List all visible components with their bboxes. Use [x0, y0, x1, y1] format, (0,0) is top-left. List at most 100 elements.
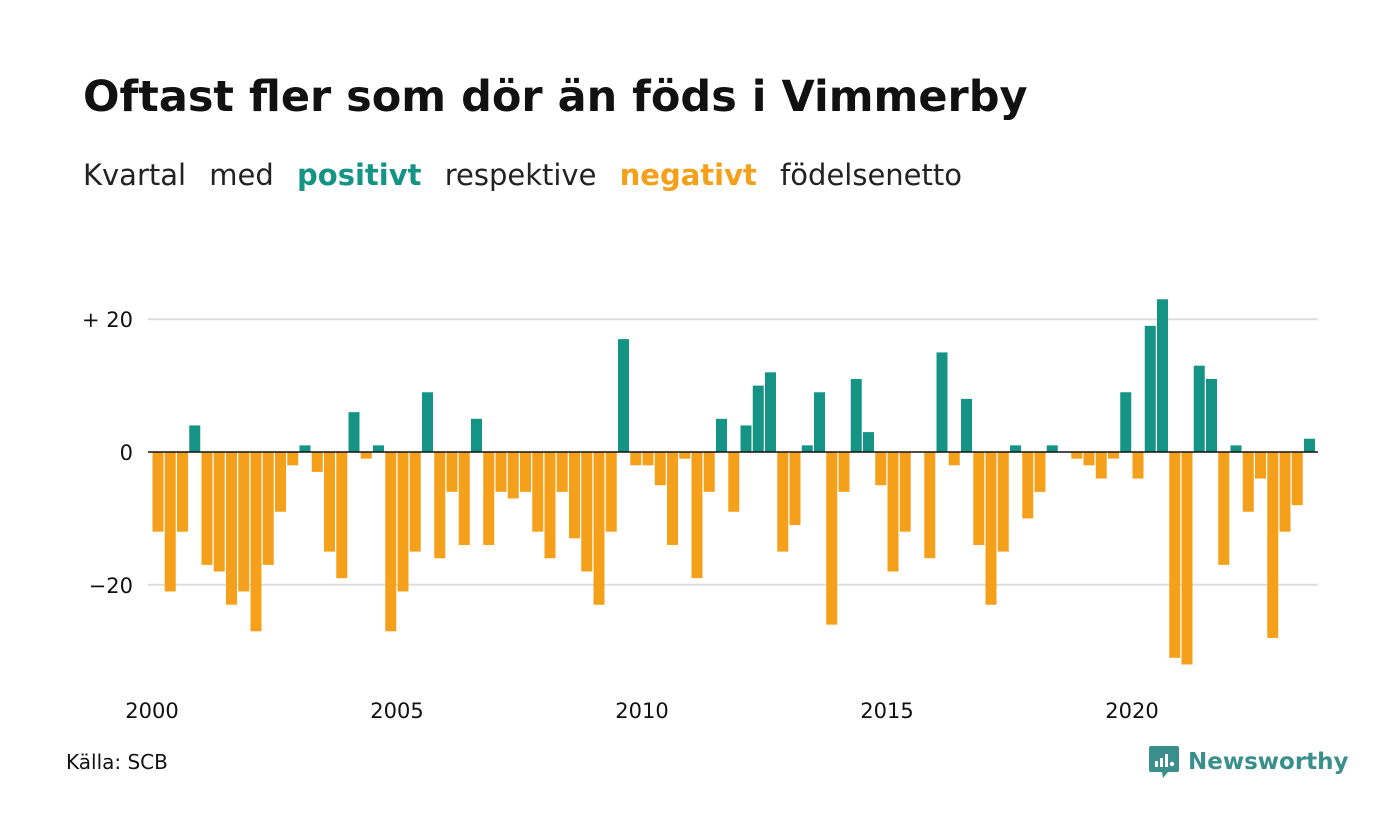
bar [801, 445, 813, 452]
chart-title: Oftast fler som dör än föds i Vimmerby [83, 72, 1028, 122]
bar [1242, 452, 1254, 512]
bar [875, 452, 887, 486]
bar [287, 452, 299, 466]
bar [1255, 452, 1266, 479]
y-tick-label: 0 [120, 441, 133, 465]
bar [458, 452, 470, 545]
bar [422, 392, 433, 452]
bar [863, 432, 874, 452]
bar [348, 412, 360, 452]
subtitle-word: respektive [444, 158, 597, 192]
bar [299, 445, 311, 452]
bar [1206, 378, 1217, 452]
x-tick-label: 2015 [860, 699, 913, 723]
brand-name: Newsworthy [1188, 749, 1349, 775]
bar [544, 452, 556, 559]
bar [765, 372, 776, 452]
bar [850, 378, 862, 452]
subtitle-word: med [209, 158, 274, 192]
source-note: Källa: SCB [66, 750, 168, 774]
bar [569, 452, 580, 539]
bar [311, 452, 323, 472]
bar [336, 452, 348, 579]
bar [814, 392, 825, 452]
bar [899, 452, 911, 532]
bar [238, 452, 250, 592]
bar [973, 452, 985, 545]
chart-subtitle: Kvartal med positivt respektive negativt… [83, 158, 976, 192]
bar [997, 452, 1009, 552]
bar [948, 452, 960, 466]
bar [654, 452, 666, 486]
bar [250, 452, 262, 632]
bar [838, 452, 850, 492]
bar [483, 452, 495, 545]
bar [532, 452, 544, 532]
bar [1304, 438, 1315, 452]
bar [471, 418, 482, 452]
bar [740, 425, 752, 452]
bar [360, 452, 372, 459]
bar [1230, 445, 1242, 452]
subtitle-word: Kvartal [83, 158, 187, 192]
bar [1157, 299, 1168, 452]
x-tick-label: 2005 [370, 699, 423, 723]
bar [593, 452, 605, 605]
bar [152, 452, 164, 532]
bar [1181, 452, 1193, 665]
bar [728, 452, 740, 512]
bar [1169, 452, 1181, 658]
bar [1095, 452, 1107, 479]
bar [826, 452, 838, 625]
subtitle-negative-label: negativt [619, 158, 757, 192]
bar [409, 452, 421, 552]
y-tick-label: + 20 [82, 308, 133, 332]
bar [924, 452, 936, 559]
bar [189, 425, 201, 452]
bar [556, 452, 568, 492]
brand-logo: Newsworthy [1148, 742, 1349, 782]
bar [507, 452, 519, 499]
bar [679, 452, 691, 459]
bar [324, 452, 335, 552]
bar [936, 352, 948, 452]
bar [1083, 452, 1095, 466]
bar [1218, 452, 1230, 565]
bar [605, 452, 617, 532]
bar [618, 339, 629, 452]
x-tick-label: 2010 [615, 699, 668, 723]
bar [961, 398, 972, 452]
bar [667, 452, 678, 545]
bar [495, 452, 507, 492]
bar [177, 452, 188, 532]
bar [777, 452, 789, 552]
bar [446, 452, 458, 492]
bar [716, 418, 727, 452]
bar [1120, 392, 1132, 452]
bar [201, 452, 213, 565]
bar [985, 452, 997, 605]
bar [1291, 452, 1303, 506]
bar [642, 452, 654, 466]
bar [1279, 452, 1291, 532]
bar [703, 452, 715, 492]
x-tick-label: 2000 [125, 699, 178, 723]
bar [1267, 452, 1279, 638]
bar [581, 452, 593, 572]
newsworthy-logo-icon [1149, 746, 1179, 778]
bar [1193, 365, 1205, 452]
x-tick-label: 2020 [1105, 699, 1158, 723]
bar [1022, 452, 1034, 519]
bar [1071, 452, 1083, 459]
subtitle-positive-label: positivt [297, 158, 422, 192]
bar [752, 385, 764, 452]
bar [226, 452, 237, 605]
bar [275, 452, 286, 512]
subtitle-word: födelsenetto [780, 158, 962, 192]
bar [520, 452, 531, 492]
bar [630, 452, 642, 466]
bar [164, 452, 176, 592]
bar [373, 445, 384, 452]
bar [887, 452, 899, 572]
